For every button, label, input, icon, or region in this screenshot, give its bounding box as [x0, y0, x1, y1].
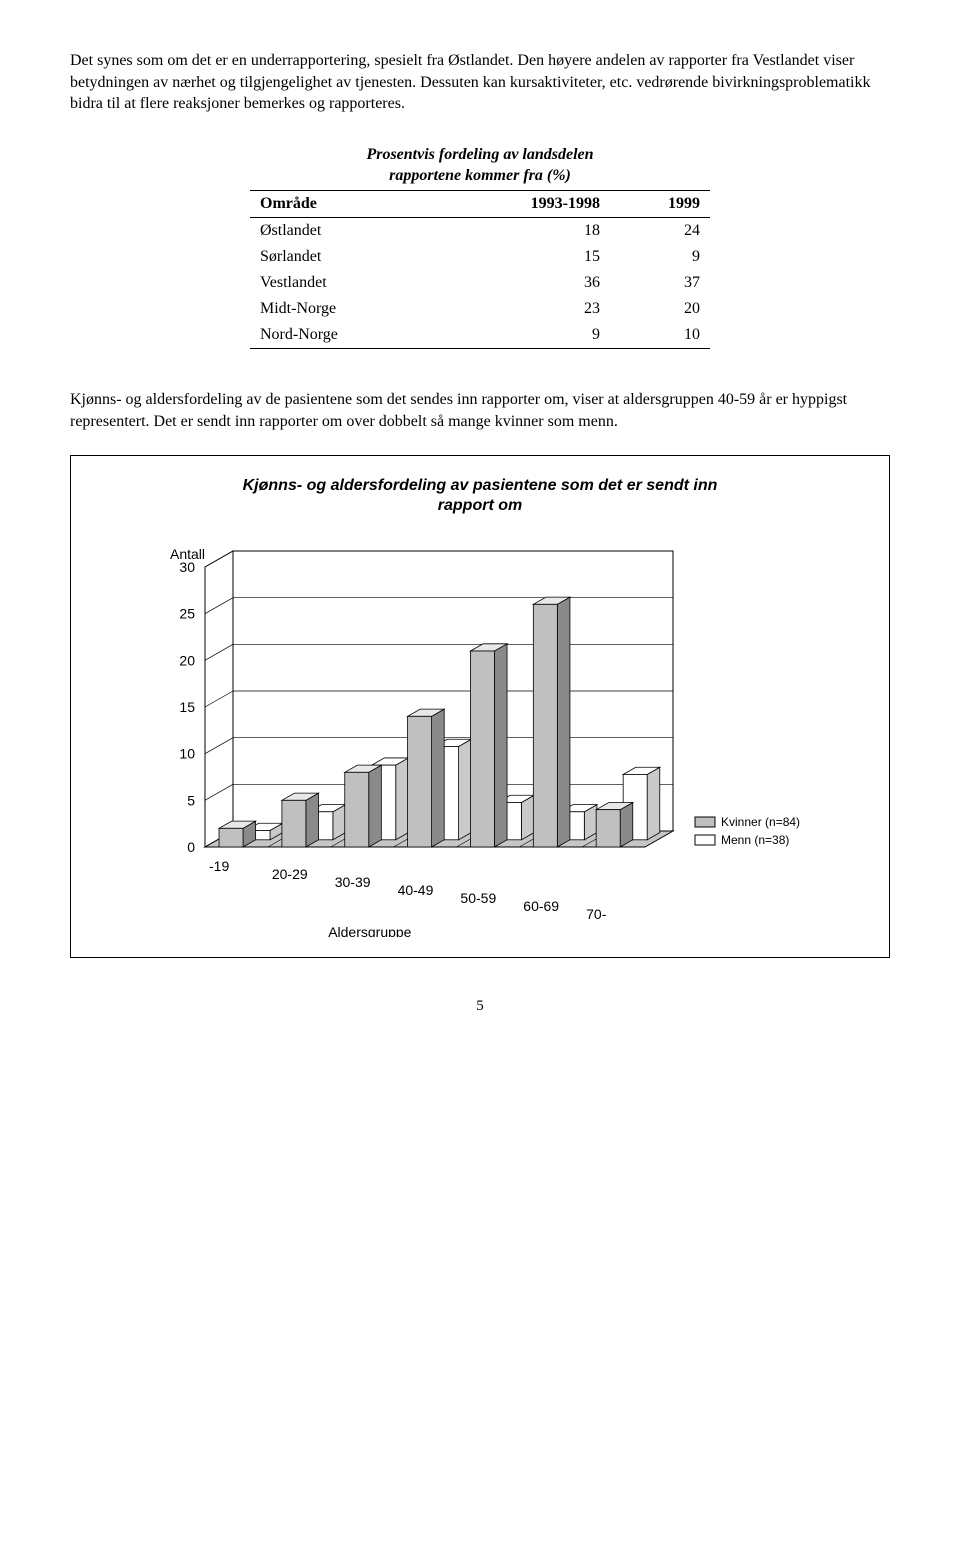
svg-text:Kvinner (n=84): Kvinner (n=84) [721, 815, 800, 829]
data-table: Område 1993-1998 1999 Østlandet1824Sørla… [250, 190, 710, 349]
cell-area: Vestlandet [250, 270, 438, 296]
cell-v2: 9 [610, 244, 710, 270]
table-row: Nord-Norge910 [250, 322, 710, 349]
table-row: Østlandet1824 [250, 218, 710, 245]
region-table: Prosentvis fordeling av landsdelen rappo… [250, 145, 710, 350]
svg-text:-19: -19 [209, 858, 229, 874]
table-title-l2: rapportene kommer fra (%) [389, 167, 571, 184]
svg-text:30-39: 30-39 [335, 874, 371, 890]
svg-text:60-69: 60-69 [523, 898, 559, 914]
table-row: Midt-Norge2320 [250, 296, 710, 322]
chart-title-l1: Kjønns- og aldersfordeling av pasientene… [243, 477, 718, 494]
table-row: Sørlandet159 [250, 244, 710, 270]
cell-area: Midt-Norge [250, 296, 438, 322]
svg-text:0: 0 [187, 839, 195, 855]
cell-v2: 24 [610, 218, 710, 245]
svg-text:5: 5 [187, 792, 195, 808]
col-header-1999: 1999 [610, 191, 710, 218]
cell-v1: 9 [438, 322, 610, 349]
svg-text:70-: 70- [586, 906, 607, 922]
table-title-l1: Prosentvis fordeling av landsdelen [366, 146, 593, 163]
svg-text:10: 10 [179, 746, 195, 762]
cell-area: Nord-Norge [250, 322, 438, 349]
col-header-1993: 1993-1998 [438, 191, 610, 218]
chart-container: Kjønns- og aldersfordeling av pasientene… [70, 455, 890, 959]
svg-text:Antall: Antall [170, 546, 205, 562]
svg-text:20-29: 20-29 [272, 866, 308, 882]
cell-v1: 23 [438, 296, 610, 322]
cell-v2: 37 [610, 270, 710, 296]
svg-text:15: 15 [179, 699, 195, 715]
svg-text:Aldersgruppe: Aldersgruppe [328, 924, 411, 937]
page-number: 5 [70, 998, 890, 1015]
svg-text:40-49: 40-49 [398, 882, 434, 898]
cell-v1: 36 [438, 270, 610, 296]
cell-area: Sørlandet [250, 244, 438, 270]
cell-v2: 20 [610, 296, 710, 322]
svg-text:Menn (n=38): Menn (n=38) [721, 833, 789, 847]
chart-title: Kjønns- og aldersfordeling av pasientene… [101, 476, 859, 518]
svg-text:25: 25 [179, 606, 195, 622]
chart-title-l2: rapport om [438, 497, 522, 514]
col-header-area: Område [250, 191, 438, 218]
table-row: Vestlandet3637 [250, 270, 710, 296]
cell-v1: 15 [438, 244, 610, 270]
svg-text:20: 20 [179, 652, 195, 668]
svg-text:50-59: 50-59 [460, 890, 496, 906]
cell-area: Østlandet [250, 218, 438, 245]
table-title: Prosentvis fordeling av landsdelen rappo… [250, 145, 710, 187]
paragraph-1: Det synes som om det er en underrapporte… [70, 50, 890, 115]
cell-v1: 18 [438, 218, 610, 245]
cell-v2: 10 [610, 322, 710, 349]
bar-chart: 051015202530Antall-1920-2930-3940-4950-5… [110, 537, 850, 937]
paragraph-2: Kjønns- og aldersfordeling av de pasient… [70, 389, 890, 432]
